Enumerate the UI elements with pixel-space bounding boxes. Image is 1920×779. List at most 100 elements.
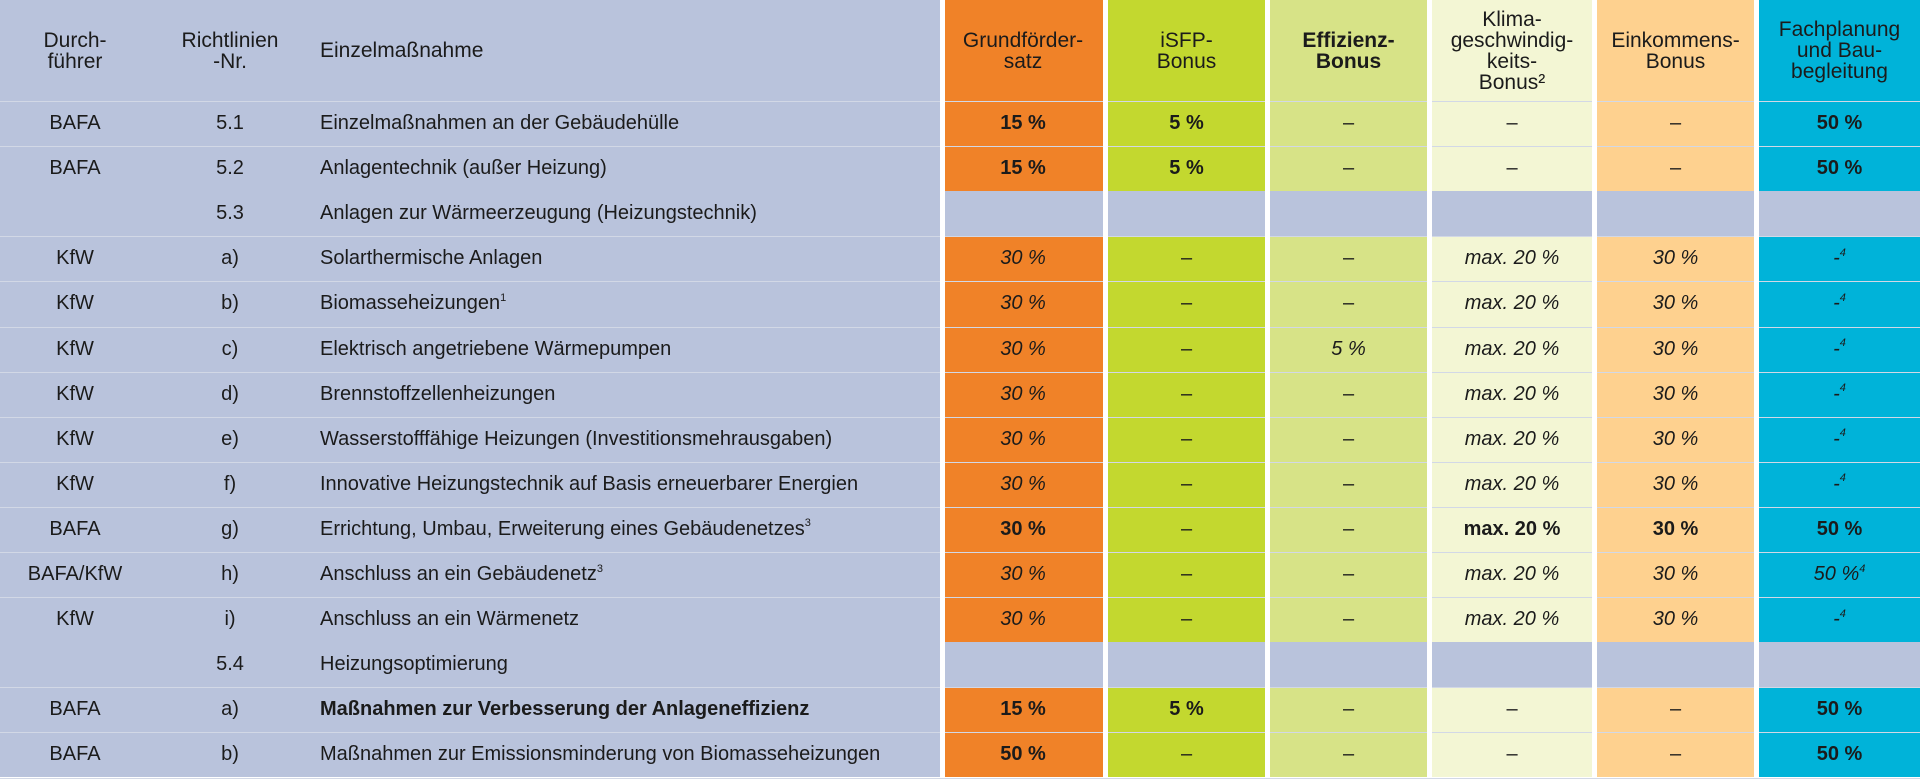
massnahme-text: Brennstoffzellenheizungen [320, 382, 556, 405]
value-text: 30 % [1000, 608, 1046, 631]
table-row-nr: b) [221, 743, 239, 766]
column-divider [1427, 0, 1432, 777]
value-g: 30 % [943, 552, 1103, 597]
value-i: 5 % [1108, 146, 1265, 191]
header-massnahme: Einzelmaßnahme [320, 39, 484, 62]
header-fachplanung: Fachplanung und Bau- begleitung [1778, 18, 1901, 83]
value-f: 50 % [1759, 732, 1920, 777]
value-g: 30 % [943, 462, 1103, 507]
value-g: 30 % [943, 507, 1103, 552]
value-text: max. 20 % [1464, 292, 1560, 315]
table-row-nr: d) [221, 382, 239, 405]
table-row-durchfuehrer: BAFA [49, 157, 101, 180]
value-i: 5 % [1108, 101, 1265, 146]
value-g: 15 % [943, 146, 1103, 191]
value-text: – [1342, 698, 1355, 721]
value-f: -4 [1833, 382, 1846, 405]
value-k: max. 20 % [1432, 372, 1592, 417]
value-i: – [1108, 327, 1265, 372]
value-k: max. 20 % [1432, 236, 1592, 281]
column-divider [1754, 0, 1759, 777]
header-durchfuehrer: Durch- führer [43, 28, 107, 73]
value-text: – [1669, 698, 1682, 721]
value-text: - [1833, 427, 1840, 450]
value-e: – [1270, 146, 1427, 191]
table-row-nr: h) [221, 563, 239, 586]
value-i: – [1108, 236, 1265, 281]
table-row-nr: i) [224, 608, 236, 631]
value-i: – [1108, 552, 1265, 597]
value-text: – [1180, 382, 1193, 405]
value-text: 30 % [1000, 337, 1046, 360]
value-f: -4 [1833, 291, 1846, 315]
value-g: 15 % [943, 101, 1103, 146]
value-g: 30 % [943, 236, 1103, 281]
value-text: max. 20 % [1464, 563, 1560, 586]
table-row-massnahme: Anschluss an ein Gebäudenetz 3 [320, 562, 603, 586]
row-divider [0, 732, 1920, 734]
value-text: – [1180, 608, 1193, 631]
table-row-nr: e) [221, 427, 239, 450]
value-text: – [1342, 517, 1355, 540]
value-text: – [1506, 698, 1518, 721]
table-row-massnahme: Solarthermische Anlagen [320, 236, 940, 281]
value-text: – [1342, 743, 1355, 766]
value-text: 15 % [1000, 698, 1046, 721]
row-divider [0, 687, 1920, 689]
value-text: 30 % [1000, 427, 1046, 450]
value-text: – [1180, 517, 1193, 540]
value-text: max. 20 % [1464, 337, 1560, 360]
row-divider [0, 146, 1920, 148]
value-g: 15 % [943, 687, 1103, 732]
value-e: 5 % [1270, 327, 1427, 372]
row-divider [0, 236, 1920, 238]
value-text: – [1342, 427, 1355, 450]
value-i: – [1108, 372, 1265, 417]
table-row-nr: 5.4 [216, 653, 244, 676]
table-row-massnahme: Biomasseheizungen 1 [320, 291, 507, 315]
value-ek: 30 % [1597, 462, 1754, 507]
value-text: 50 % [1816, 112, 1863, 135]
value-text: 30 % [1000, 517, 1046, 540]
value-i: – [1108, 597, 1265, 642]
value-f: -4 [1833, 607, 1846, 631]
value-e: – [1270, 236, 1427, 281]
table-row-nr: 5.1 [216, 112, 244, 135]
value-g: 30 % [943, 281, 1103, 326]
value-text: 30 % [1652, 337, 1699, 360]
value-k: max. 20 % [1432, 507, 1592, 552]
value-i: 5 % [1108, 687, 1265, 732]
header-isfp: iSFP- Bonus [1156, 28, 1217, 73]
value-k: max. 20 % [1432, 597, 1592, 642]
value-text: 30 % [1000, 382, 1046, 405]
value-f: 50 % [1759, 146, 1920, 191]
value-text: 30 % [1652, 382, 1699, 405]
table-row-massnahme: Anlagentechnik (außer Heizung) [320, 146, 940, 191]
massnahme-text: Wasserstofffähige Heizungen (Investition… [320, 427, 833, 450]
value-text: 5 % [1169, 112, 1204, 135]
value-e: – [1270, 597, 1427, 642]
value-k: max. 20 % [1432, 552, 1592, 597]
value-text: – [1669, 743, 1682, 766]
column-divider [1265, 0, 1270, 777]
value-text: – [1342, 112, 1355, 135]
table-row-durchfuehrer: BAFA [49, 743, 101, 766]
table-row-massnahme: Brennstoffzellenheizungen [320, 372, 940, 417]
value-text: 50 % [1816, 157, 1863, 180]
value-k: max. 20 % [1432, 281, 1592, 326]
table-row-massnahme: Errichtung, Umbau, Erweiterung eines Geb… [320, 517, 811, 540]
value-text: 30 % [1000, 292, 1046, 315]
value-text: – [1506, 112, 1518, 135]
column-divider [1592, 0, 1597, 777]
value-k: – [1432, 687, 1592, 732]
value-text: 30 % [1652, 517, 1699, 540]
value-text: – [1506, 157, 1518, 180]
table-row-nr: 5.2 [216, 157, 244, 180]
value-i: – [1108, 462, 1265, 507]
table-row-massnahme: Wasserstofffähige Heizungen (Investition… [320, 417, 940, 462]
row-divider [0, 281, 1920, 283]
value-text: 5 % [1169, 698, 1204, 721]
table-row-nr: a) [221, 698, 239, 721]
table-row-massnahme: Anlagen zur Wärmeerzeugung (Heizungstech… [320, 191, 940, 236]
value-i: – [1108, 281, 1265, 326]
